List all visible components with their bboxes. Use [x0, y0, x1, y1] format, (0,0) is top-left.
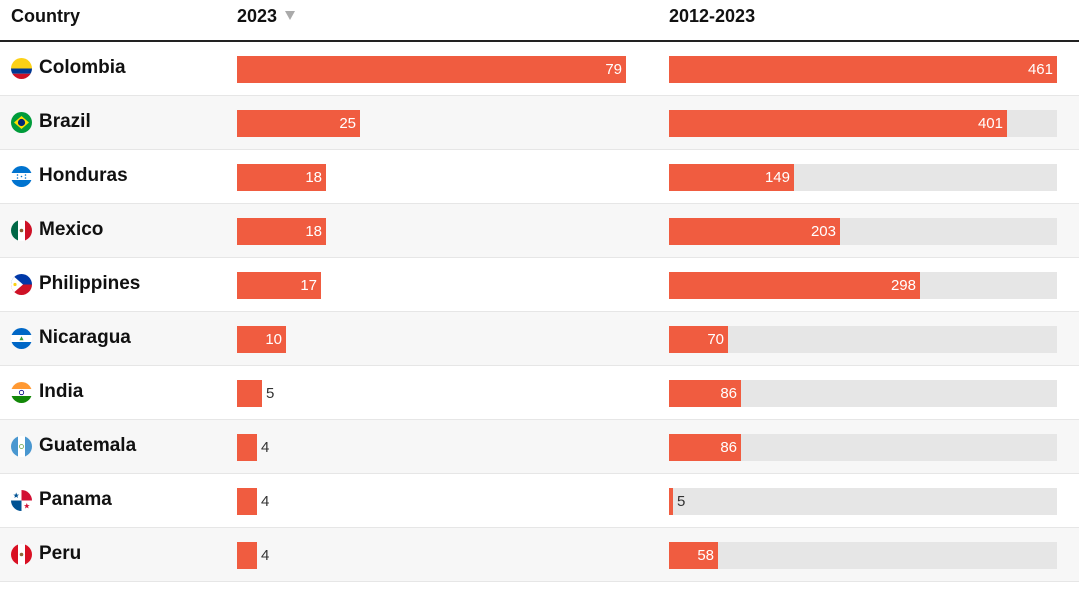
- year-2023-bar: [237, 380, 262, 407]
- range-2012-2023-bar-track: 149: [669, 164, 1057, 191]
- year-2023-bar-track: 25: [237, 110, 626, 137]
- year-2023-bar-track: 18: [237, 218, 626, 245]
- philippines-flag-icon: [11, 274, 32, 295]
- range-2012-2023-bar-track: 203: [669, 218, 1057, 245]
- range-2012-2023-bar-track: 5: [669, 488, 1057, 515]
- year-2023-value-label: 4: [261, 547, 270, 564]
- range-2012-2023-bar: [669, 434, 741, 461]
- table-row: Panama 4 5: [0, 474, 1079, 528]
- range-2012-2023-bar-track: 58: [669, 542, 1057, 569]
- nicaragua-flag-icon: [11, 328, 32, 349]
- year-2023-bar: [237, 164, 326, 191]
- range-2012-2023-value-label: 203: [810, 223, 836, 240]
- year-2023-bar-track: 17: [237, 272, 626, 299]
- range-2012-2023-bar: [669, 326, 728, 353]
- peru-flag-icon: [11, 544, 32, 565]
- range-2012-2023-bar-track: 86: [669, 380, 1057, 407]
- year-2023-bar-track: 4: [237, 542, 626, 569]
- table-row: Mexico 18 203: [0, 204, 1079, 258]
- range-2012-2023-value-label: 58: [697, 547, 714, 564]
- range-2012-2023-bar-track: 86: [669, 434, 1057, 461]
- table-row: Brazil 25 401: [0, 96, 1079, 150]
- country-column-header[interactable]: Country: [11, 6, 80, 26]
- country-name: Peru: [39, 543, 82, 564]
- table-row: Guatemala 4 86: [0, 420, 1079, 474]
- table-row: Colombia 79 461: [0, 42, 1079, 96]
- table-row: Philippines 17 298: [0, 258, 1079, 312]
- year-2023-value-label: 79: [605, 61, 622, 78]
- year-2023-value-label: 18: [305, 223, 322, 240]
- guatemala-flag-icon: [11, 436, 32, 457]
- table-body: Colombia 79 461 Brazil 25 401 Honduras 18 149 Mex…: [0, 42, 1079, 582]
- country-name: Philippines: [39, 273, 141, 294]
- year-2023-value-label: 4: [261, 439, 270, 456]
- range-2012-2023-bar-track: 298: [669, 272, 1057, 299]
- range-2012-2023-bar: [669, 272, 920, 299]
- india-flag-icon: [11, 382, 32, 403]
- honduras-flag-icon: [11, 166, 32, 187]
- year-2023-bar-track: 18: [237, 164, 626, 191]
- year-2023-header-label: 2023: [237, 6, 278, 26]
- year-2023-value-label: 10: [265, 331, 282, 348]
- table-row: Honduras 18 149: [0, 150, 1079, 204]
- range-2012-2023-value-label: 86: [720, 385, 737, 402]
- year-2023-bar-track: 79: [237, 56, 626, 83]
- range-2012-2023-value-label: 461: [1027, 61, 1053, 78]
- year-2023-value-label: 4: [261, 493, 270, 510]
- country-name: Brazil: [39, 111, 91, 132]
- year-2023-value-label: 5: [266, 385, 275, 402]
- sort-descending-icon[interactable]: [285, 11, 296, 20]
- country-name: Colombia: [39, 57, 126, 78]
- mexico-flag-icon: [11, 220, 32, 241]
- country-name: Guatemala: [39, 435, 137, 456]
- range-2012-2023-bar: [669, 488, 673, 515]
- range-2012-2023-bar-track: 401: [669, 110, 1057, 137]
- year-2023-bar-track: 10: [237, 326, 626, 353]
- range-2012-2023-bar-track: 70: [669, 326, 1057, 353]
- year-2023-bar: [237, 56, 626, 83]
- year-2023-bar: [237, 326, 286, 353]
- year-2023-bar: [237, 434, 257, 461]
- table-row: Nicaragua 10 70: [0, 312, 1079, 366]
- range-2012-2023-bar-track: 461: [669, 56, 1057, 83]
- year-2023-column-header[interactable]: 2023: [237, 6, 296, 27]
- year-2023-value-label: 25: [339, 115, 356, 132]
- range-2012-2023-value-label: 70: [707, 331, 724, 348]
- range-2012-2023-value-label: 149: [764, 169, 790, 186]
- country-name: India: [39, 381, 84, 402]
- table-row: Peru 4 58: [0, 528, 1079, 582]
- range-2012-2023-bar: [669, 218, 840, 245]
- country-name: Panama: [39, 489, 112, 510]
- year-2023-bar: [237, 272, 321, 299]
- year-2023-bar-track: 4: [237, 434, 626, 461]
- year-2023-bar: [237, 110, 360, 137]
- country-name: Mexico: [39, 219, 104, 240]
- year-2023-bar: [237, 488, 257, 515]
- range-2012-2023-value-label: 298: [890, 277, 916, 294]
- range-2012-2023-bar: [669, 110, 1007, 137]
- year-2023-value-label: 17: [300, 277, 317, 294]
- year-2023-bar: [237, 542, 257, 569]
- table-row: India 5 86: [0, 366, 1079, 420]
- range-2012-2023-bar: [669, 380, 741, 407]
- year-2023-bar: [237, 218, 326, 245]
- range-2012-2023-value-label: 5: [677, 493, 686, 510]
- year-2023-value-label: 18: [305, 169, 322, 186]
- year-2023-bar-track: 4: [237, 488, 626, 515]
- table-header: Country 2023 2012-2023: [0, 0, 1079, 42]
- range-2012-2023-value-label: 86: [720, 439, 737, 456]
- year-2023-bar-track: 5: [237, 380, 626, 407]
- country-name: Nicaragua: [39, 327, 131, 348]
- range-2012-2023-value-label: 401: [977, 115, 1003, 132]
- range-2012-2023-column-header[interactable]: 2012-2023: [669, 6, 756, 26]
- panama-flag-icon: [11, 490, 32, 511]
- range-2012-2023-bar: [669, 542, 718, 569]
- country-name: Honduras: [39, 165, 128, 186]
- range-2012-2023-bar: [669, 56, 1057, 83]
- colombia-flag-icon: [11, 58, 32, 79]
- data-table: Country 2023 2012-2023 Colombia 79 461 Braz…: [0, 0, 1079, 582]
- brazil-flag-icon: [11, 112, 32, 133]
- range-2012-2023-bar: [669, 164, 794, 191]
